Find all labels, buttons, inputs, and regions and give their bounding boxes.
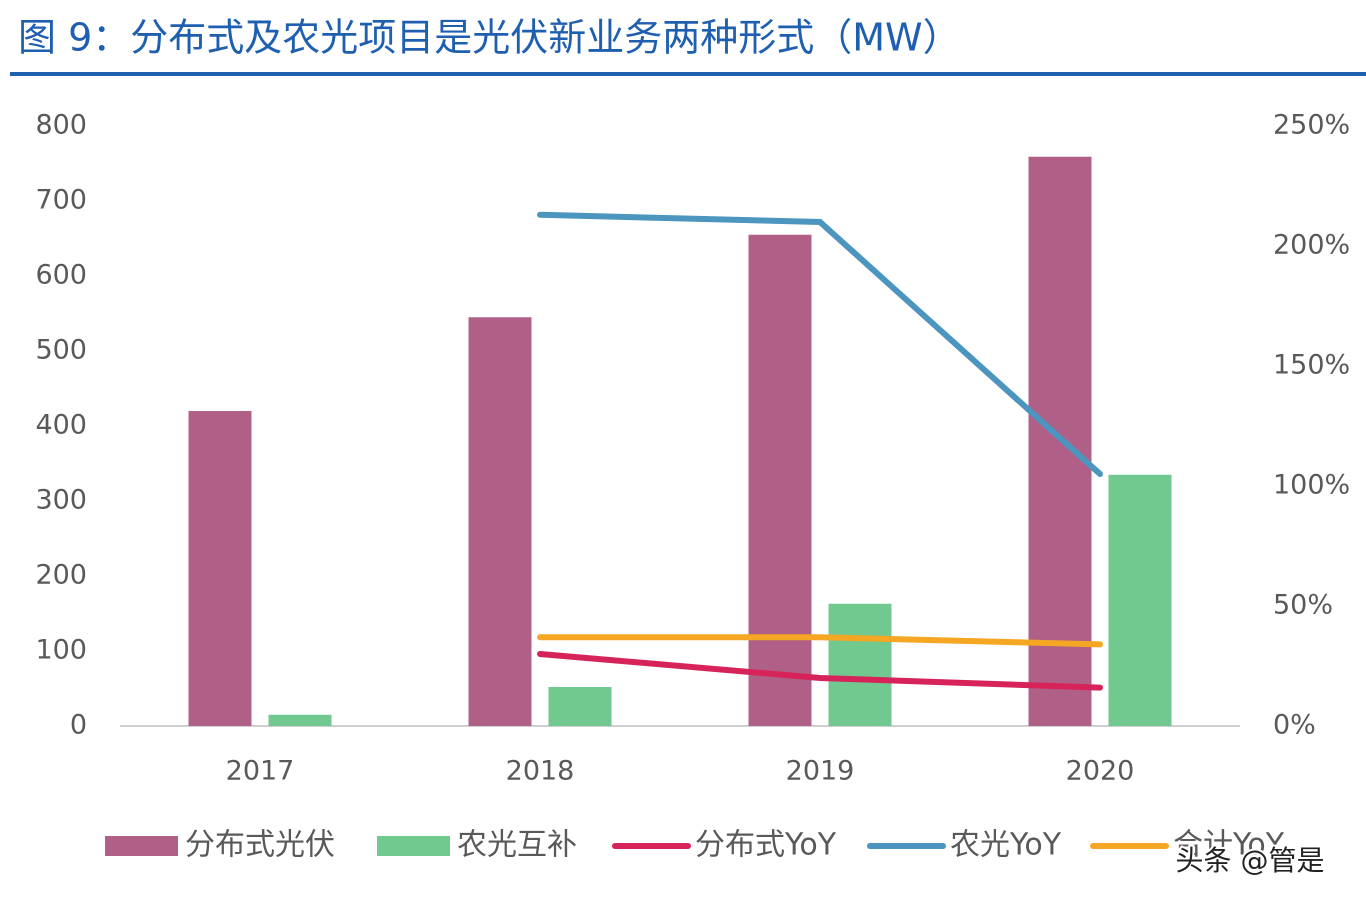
bar	[188, 411, 252, 726]
x-tick-label: 2017	[226, 756, 295, 787]
y-tick-label: 0	[70, 710, 87, 741]
x-tick-label: 2018	[506, 756, 575, 787]
y-tick-label: 800	[35, 110, 87, 141]
bar	[468, 317, 532, 726]
y-tick-label: 200	[35, 560, 87, 591]
bar	[268, 714, 332, 726]
title-rule	[10, 72, 1366, 76]
bar	[828, 603, 892, 726]
legend-label: 分布式光伏	[185, 828, 335, 863]
x-tick-label: 2020	[1066, 756, 1135, 787]
legend-label: 农光YoY	[950, 828, 1062, 863]
y2-tick-label: 50%	[1273, 590, 1333, 621]
chart-title: 图 9：分布式及农光项目是光伏新业务两种形式（MW）	[18, 16, 961, 60]
y-tick-label: 300	[35, 485, 87, 516]
y2-tick-label: 0%	[1273, 710, 1316, 741]
y2-tick-label: 100%	[1273, 470, 1350, 501]
bar	[548, 687, 612, 726]
legend-label: 合计YoY	[1173, 828, 1285, 863]
y2-tick-label: 150%	[1273, 350, 1350, 381]
y-tick-label: 400	[35, 410, 87, 441]
line	[537, 651, 1103, 691]
y-tick-label: 100	[35, 635, 87, 666]
legend-label: 分布式YoY	[695, 828, 837, 863]
bar	[1108, 474, 1172, 726]
x-tick-label: 2019	[786, 756, 855, 787]
legend-swatch	[377, 836, 450, 856]
line	[537, 211, 1103, 477]
line	[537, 634, 1103, 648]
y2-tick-label: 200%	[1273, 230, 1350, 261]
y-tick-label: 700	[35, 185, 87, 216]
bar	[748, 234, 812, 726]
y2-tick-label: 250%	[1273, 110, 1350, 141]
y-tick-label: 600	[35, 260, 87, 291]
watermark: 头条 @管是	[1176, 844, 1325, 877]
legend-label: 农光互补	[457, 828, 577, 863]
legend-swatch	[105, 836, 178, 856]
y-tick-label: 500	[35, 335, 87, 366]
